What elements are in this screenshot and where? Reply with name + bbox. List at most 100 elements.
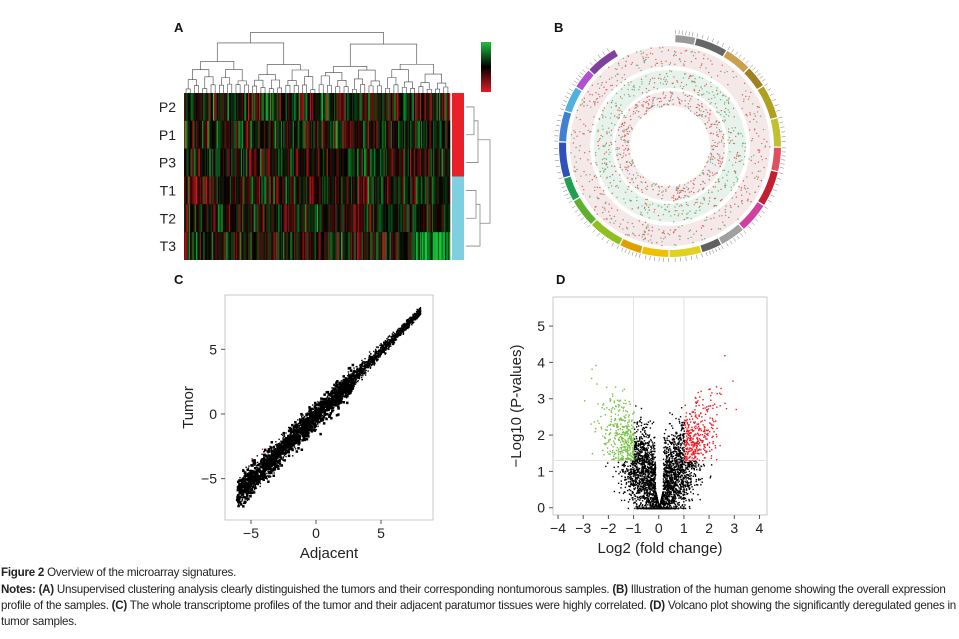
heatmap-cell <box>262 204 265 233</box>
point-unchanged <box>299 426 301 429</box>
heatmap-cell <box>303 204 306 233</box>
heatmap-cell <box>408 148 411 177</box>
expression-track-point <box>704 238 706 240</box>
heatmap-cell <box>356 120 359 149</box>
heatmap-cell <box>395 176 398 205</box>
expression-track-point <box>646 188 648 191</box>
heatmap-cell <box>312 120 314 149</box>
heatmap-cell <box>184 204 186 233</box>
heatmap-cell <box>225 232 227 260</box>
expression-track-point <box>644 231 647 233</box>
column-dendrogram-branch <box>219 84 224 93</box>
expression-track-point <box>669 91 672 93</box>
expression-track-point <box>672 197 675 199</box>
heatmap-cell <box>278 93 280 121</box>
point-unchanged <box>360 371 363 373</box>
expression-track-point <box>700 110 702 112</box>
heatmap-cell <box>394 120 396 149</box>
column-dendrogram-branch <box>270 79 280 89</box>
heatmap-cell <box>190 148 192 177</box>
expression-track-point <box>656 88 659 90</box>
heatmap-cell <box>286 232 289 260</box>
heatmap-cell <box>185 176 187 205</box>
point-unchanged <box>402 327 404 329</box>
heatmap-cell <box>430 148 433 177</box>
heatmap-cell <box>376 93 378 121</box>
expression-track-point <box>693 183 695 186</box>
heatmap-cell <box>204 204 207 233</box>
expression-track-point <box>714 123 716 126</box>
expression-track-point <box>598 118 601 120</box>
expression-track-point <box>704 219 706 222</box>
heatmap-cell <box>346 204 348 233</box>
expression-track-point <box>722 133 725 136</box>
heatmap-cell <box>303 148 306 177</box>
point-unchanged <box>354 376 356 379</box>
expression-track-point <box>619 180 621 183</box>
heatmap-cell <box>324 204 326 233</box>
heatmap-cell <box>220 148 222 177</box>
expression-track-point <box>630 164 633 166</box>
expression-track-point <box>690 180 692 182</box>
expression-track-point <box>751 172 753 174</box>
expression-track-point <box>697 91 699 94</box>
heatmap-cell <box>358 93 360 121</box>
expression-track-point <box>662 194 664 196</box>
heatmap-cell <box>341 93 343 121</box>
point-unchanged <box>419 308 422 310</box>
expression-track-point <box>740 132 742 135</box>
heatmap-cell <box>287 176 290 205</box>
expression-track-point <box>613 179 615 182</box>
heatmap-cell <box>257 93 260 121</box>
expression-track-point <box>671 92 674 94</box>
heatmap-cell <box>225 148 227 177</box>
heatmap-cell <box>417 232 419 260</box>
point-unchanged <box>407 318 409 321</box>
heatmap-cell <box>424 176 427 205</box>
heatmap-cell <box>337 204 340 233</box>
expression-track-point <box>594 154 597 156</box>
point-unchanged <box>305 436 308 438</box>
expression-track-point <box>698 108 701 110</box>
expression-track-point <box>593 209 596 211</box>
expression-track-point <box>649 52 652 54</box>
point-unchanged <box>392 337 394 340</box>
expression-track-point <box>670 95 673 97</box>
expression-track-point <box>641 189 643 191</box>
expression-track-point <box>627 55 630 58</box>
heatmap-cell <box>354 176 356 205</box>
heatmap-cell <box>193 120 196 149</box>
heatmap-cell <box>315 148 318 177</box>
heatmap-cell <box>379 93 382 121</box>
heatmap-cell <box>394 148 396 177</box>
heatmap-cell <box>301 204 303 233</box>
heatmap-cell <box>323 176 325 205</box>
expression-track-point <box>700 183 702 186</box>
heatmap-cell <box>238 148 240 177</box>
expression-track-point <box>583 101 585 104</box>
expression-track-point <box>609 221 611 224</box>
expression-track-point <box>719 228 722 230</box>
ideogram-tick <box>685 31 687 36</box>
column-dendrogram-branch <box>202 88 208 93</box>
heatmap-cell <box>246 232 249 260</box>
point-unchanged <box>384 349 386 351</box>
heatmap-cell <box>448 120 451 149</box>
expression-track-point <box>669 62 672 64</box>
heatmap-cell <box>327 148 330 177</box>
expression-track-point <box>718 154 720 156</box>
point-unchanged <box>300 426 303 428</box>
expression-track-point <box>693 179 695 181</box>
heatmap-cell <box>227 120 230 149</box>
heatmap-cell <box>342 232 344 260</box>
expression-track-point <box>656 104 659 106</box>
expression-track-point <box>701 239 703 241</box>
expression-track-point <box>618 126 620 129</box>
heatmap-cell <box>208 204 210 233</box>
heatmap-cell <box>310 204 313 233</box>
expression-track-point <box>619 153 622 156</box>
heatmap-cell <box>300 176 302 205</box>
point-unchanged <box>252 489 254 492</box>
expression-track-point <box>698 206 700 209</box>
heatmap-cell <box>417 93 419 121</box>
